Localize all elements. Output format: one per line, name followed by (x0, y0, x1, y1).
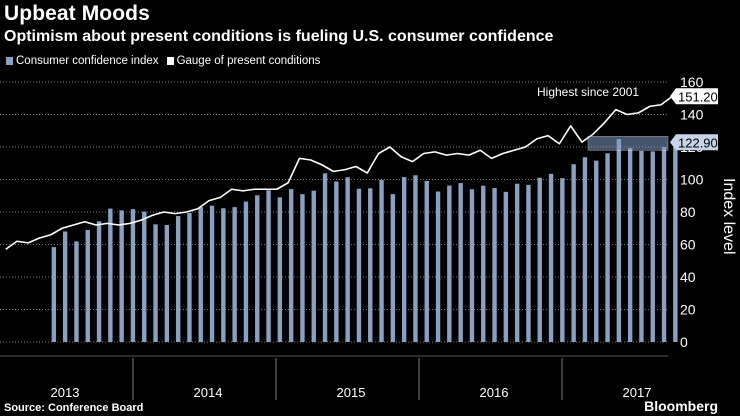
bar (311, 190, 316, 342)
y-tick-label: 60 (680, 237, 696, 253)
bar (198, 207, 203, 342)
y-tick-label: 140 (680, 107, 704, 123)
bar (153, 224, 158, 342)
bar (673, 142, 678, 342)
bar (96, 221, 102, 342)
bar (142, 211, 147, 342)
bar (469, 189, 475, 342)
bar (503, 191, 509, 342)
x-year-label: 2014 (194, 385, 223, 400)
bar (424, 180, 429, 342)
bar (379, 179, 384, 342)
bar (537, 177, 542, 342)
legend-swatch-line (166, 57, 174, 65)
bar (661, 147, 667, 342)
x-year-label: 2015 (337, 385, 366, 400)
bar (390, 194, 396, 342)
bar (548, 173, 554, 342)
source-note: Source: Conference Board (4, 402, 144, 414)
bar (458, 183, 463, 342)
bar (334, 181, 339, 342)
bar (627, 147, 633, 342)
brand-logo: Bloomberg (644, 398, 718, 414)
highlight-band (587, 135, 669, 151)
bar (119, 210, 124, 342)
bar (164, 225, 170, 342)
bar (74, 241, 79, 342)
y-tick-label: 20 (680, 302, 696, 318)
bar (51, 247, 57, 342)
chart-subtitle: Optimism about present conditions is fue… (4, 28, 554, 45)
y-tick-label: 0 (680, 334, 688, 350)
legend-label-confidence-index: Consumer confidence index (16, 55, 159, 67)
bar (582, 157, 588, 342)
bar (300, 194, 305, 342)
legend-item-confidence-index: Consumer confidence index (6, 55, 159, 67)
callout-label-confidence-index: 122.90 (678, 135, 718, 150)
bar (255, 195, 260, 342)
bar (130, 209, 136, 342)
bar (560, 178, 565, 342)
bar (605, 153, 610, 342)
callout-tag-present-conditions (670, 88, 718, 105)
y-tick-label: 160 (680, 74, 704, 90)
bar (481, 185, 486, 342)
bar (435, 191, 441, 342)
bar (85, 229, 90, 342)
y-tick-label: 40 (680, 269, 696, 285)
x-year-label: 2013 (51, 385, 80, 400)
bar (594, 160, 599, 342)
bar (514, 183, 520, 342)
line-series-present-conditions (5, 95, 673, 251)
legend-swatch-bar (6, 57, 13, 65)
legend-label-present-conditions: Gauge of present conditions (176, 55, 321, 67)
bar (345, 177, 350, 342)
bar (492, 188, 497, 342)
bar (413, 175, 418, 342)
bar (639, 150, 644, 342)
bar (175, 216, 181, 342)
bar (322, 173, 328, 342)
callout-tag-confidence-index (670, 134, 718, 151)
bar (356, 188, 362, 342)
y-axis-title: Index level (720, 178, 737, 255)
annotation-highest-since: Highest since 2001 (537, 85, 639, 99)
bar (616, 139, 622, 342)
bar (266, 190, 271, 342)
bar (232, 207, 237, 342)
bar (447, 185, 452, 342)
bar (187, 212, 192, 342)
bar (108, 208, 113, 342)
chart-title: Upbeat Moods (4, 2, 150, 25)
bar (221, 208, 226, 342)
y-tick-label: 80 (680, 204, 696, 220)
x-year-label: 2017 (623, 385, 652, 400)
legend-item-present-conditions: Gauge of present conditions (166, 55, 321, 67)
bar (277, 197, 283, 342)
bar (288, 189, 294, 342)
callout-label-present-conditions: 151.20 (678, 89, 718, 104)
bar (650, 151, 655, 342)
bar (62, 231, 68, 342)
bar (526, 184, 531, 342)
chart-legend: Consumer confidence index Gauge of prese… (6, 55, 328, 67)
bar (401, 177, 407, 342)
x-year-label: 2016 (480, 385, 509, 400)
bar (209, 205, 215, 342)
y-tick-label: 100 (680, 172, 704, 188)
bar (368, 188, 373, 342)
bar (571, 164, 576, 342)
bar (243, 201, 249, 342)
